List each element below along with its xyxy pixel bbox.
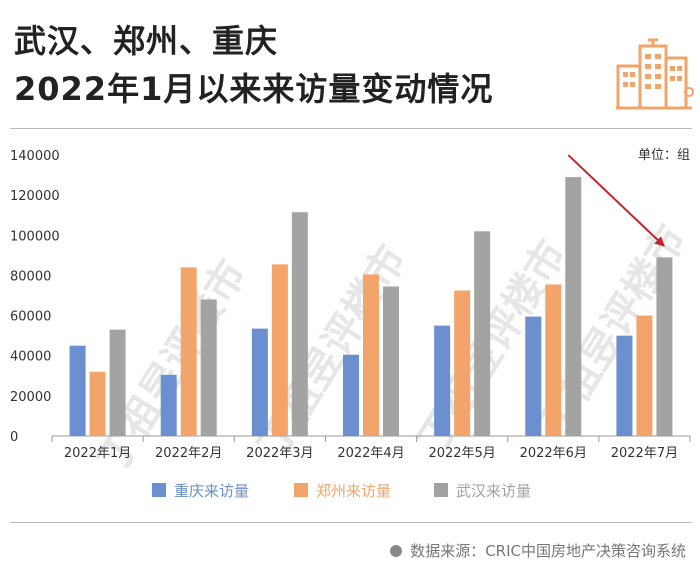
unit-label: 单位：组 <box>638 148 690 163</box>
y-tick-label: 140000 <box>10 149 60 164</box>
bar <box>180 267 197 436</box>
x-tick-label: 2022年3月 <box>246 446 313 461</box>
footer-divider <box>10 522 692 523</box>
y-tick-label: 40000 <box>10 350 51 365</box>
legend-label: 郑州来访量 <box>316 482 391 500</box>
x-tick-label: 2022年2月 <box>155 446 222 461</box>
trend-arrow <box>567 154 665 247</box>
bar <box>160 374 177 436</box>
bar <box>565 177 582 437</box>
y-tick-label: 60000 <box>10 310 51 325</box>
x-tick-label: 2022年5月 <box>428 446 495 461</box>
bar <box>291 212 308 436</box>
legend-label: 重庆来访量 <box>174 482 249 500</box>
bar <box>636 315 653 436</box>
bar <box>545 284 562 436</box>
y-tick-label: 100000 <box>10 229 60 244</box>
x-tick-label: 2022年6月 <box>520 446 587 461</box>
bar <box>454 290 471 436</box>
title-line-1: 武汉、郑州、重庆 <box>14 22 279 60</box>
legend-label: 武汉来访量 <box>456 482 531 500</box>
bar <box>656 257 673 436</box>
bar <box>383 286 399 436</box>
bar <box>434 325 451 436</box>
footer: 数据来源：CRIC中国房地产决策咨询系统 <box>390 540 686 561</box>
bar <box>474 231 491 436</box>
y-tick-label: 120000 <box>10 189 60 204</box>
x-tick-label: 2022年7月 <box>611 446 678 461</box>
legend-swatch <box>294 483 308 497</box>
legend: 重庆来访量 郑州来访量 武汉来访量 <box>152 482 531 500</box>
bar <box>363 274 379 436</box>
x-axis: 2022年1月 2022年2月 2022年3月 2022年4月 2022年5月 2022年… <box>51 435 691 461</box>
title-line-2: 2022年1月以来来访量变动情况 <box>14 70 494 108</box>
x-tick-label: 2022年1月 <box>64 446 131 461</box>
bar <box>525 316 542 436</box>
y-tick-label: 20000 <box>10 390 51 405</box>
y-axis: 0 20000 40000 60000 80000 100000 120000 140000 <box>10 149 60 445</box>
bar <box>616 335 633 436</box>
y-tick-label: 0 <box>10 430 18 445</box>
bar <box>69 345 86 436</box>
trend-arrow-line <box>567 154 665 247</box>
bar <box>251 328 268 436</box>
x-tick-label: 2022年4月 <box>337 446 404 461</box>
bar <box>109 329 126 436</box>
building-logo-icon <box>616 38 694 110</box>
bar <box>271 264 288 436</box>
legend-swatch <box>434 483 448 497</box>
source-text: 数据来源：CRIC中国房地产决策咨询系统 <box>410 542 686 560</box>
header-divider <box>10 128 692 129</box>
bar <box>343 354 359 436</box>
legend-swatch <box>152 483 166 497</box>
bullet-icon <box>390 544 403 557</box>
y-tick-label: 80000 <box>10 269 51 284</box>
bar <box>89 371 106 436</box>
bar <box>200 299 217 436</box>
bars <box>69 177 673 437</box>
